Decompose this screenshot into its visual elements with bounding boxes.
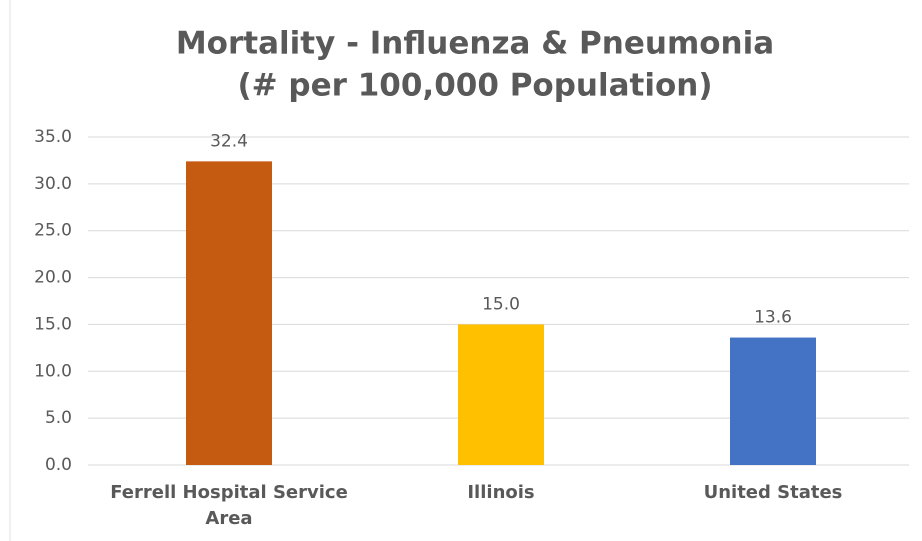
bar — [186, 161, 272, 465]
bar — [458, 324, 544, 465]
chart-title: Mortality - Influenza & Pneumonia — [176, 26, 774, 62]
y-tick-label: 10.0 — [34, 361, 72, 381]
y-tick-label: 25.0 — [34, 221, 72, 241]
x-tick-label-box: Illinois — [467, 482, 535, 503]
data-label: 32.4 — [210, 131, 248, 151]
x-tick-label-box: Ferrell Hospital Service Area — [110, 482, 348, 529]
x-tick-label: Ferrell Hospital Service Area — [110, 482, 348, 529]
x-tick-label-box: United States — [703, 482, 843, 503]
y-tick-label: 30.0 — [34, 174, 72, 194]
data-label: 15.0 — [482, 294, 520, 314]
data-label: 13.6 — [754, 308, 792, 328]
bar — [730, 337, 816, 465]
y-tick-label: 20.0 — [34, 268, 72, 288]
chart-title: (# per 100,000 Population) — [237, 68, 712, 104]
x-tick-label: Illinois — [467, 482, 535, 503]
y-tick-label: 0.0 — [45, 455, 72, 475]
y-tick-label: 35.0 — [34, 127, 72, 147]
y-tick-label: 5.0 — [45, 408, 72, 428]
x-tick-label: United States — [703, 482, 843, 503]
y-tick-label: 15.0 — [34, 314, 72, 334]
